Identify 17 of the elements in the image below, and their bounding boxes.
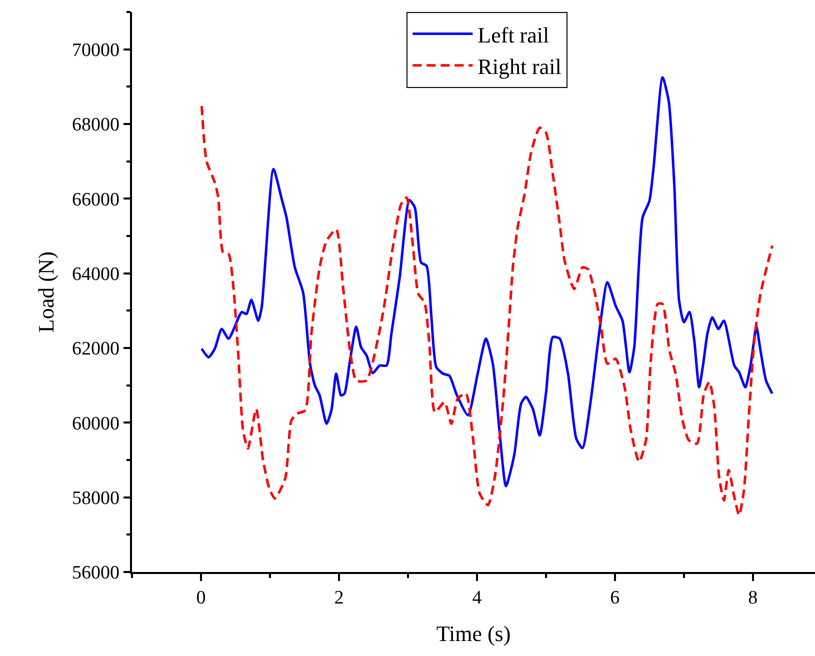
x-tick-label: 8 [748, 588, 758, 609]
y-tick-label: 68000 [72, 114, 120, 136]
x-tick-label: 6 [610, 588, 620, 609]
y-tick-label: 70000 [72, 40, 120, 61]
legend-label: Left rail [478, 22, 550, 48]
y-tick-label: 64000 [72, 264, 120, 285]
x-tick-label: 0 [196, 588, 206, 609]
y-tick-label: 58000 [72, 488, 120, 509]
x-tick-label: 2 [334, 588, 344, 609]
legend-label: Right rail [478, 54, 562, 79]
y-tick-label: 62000 [72, 338, 120, 360]
y-tick-label: 66000 [72, 189, 120, 210]
y-axis-title: Load (N) [33, 251, 58, 333]
x-axis-title: Time (s) [436, 620, 511, 646]
y-tick-label: 60000 [72, 413, 120, 434]
x-tick-label: 4 [472, 588, 482, 609]
y-tick-label: 56000 [72, 562, 120, 584]
